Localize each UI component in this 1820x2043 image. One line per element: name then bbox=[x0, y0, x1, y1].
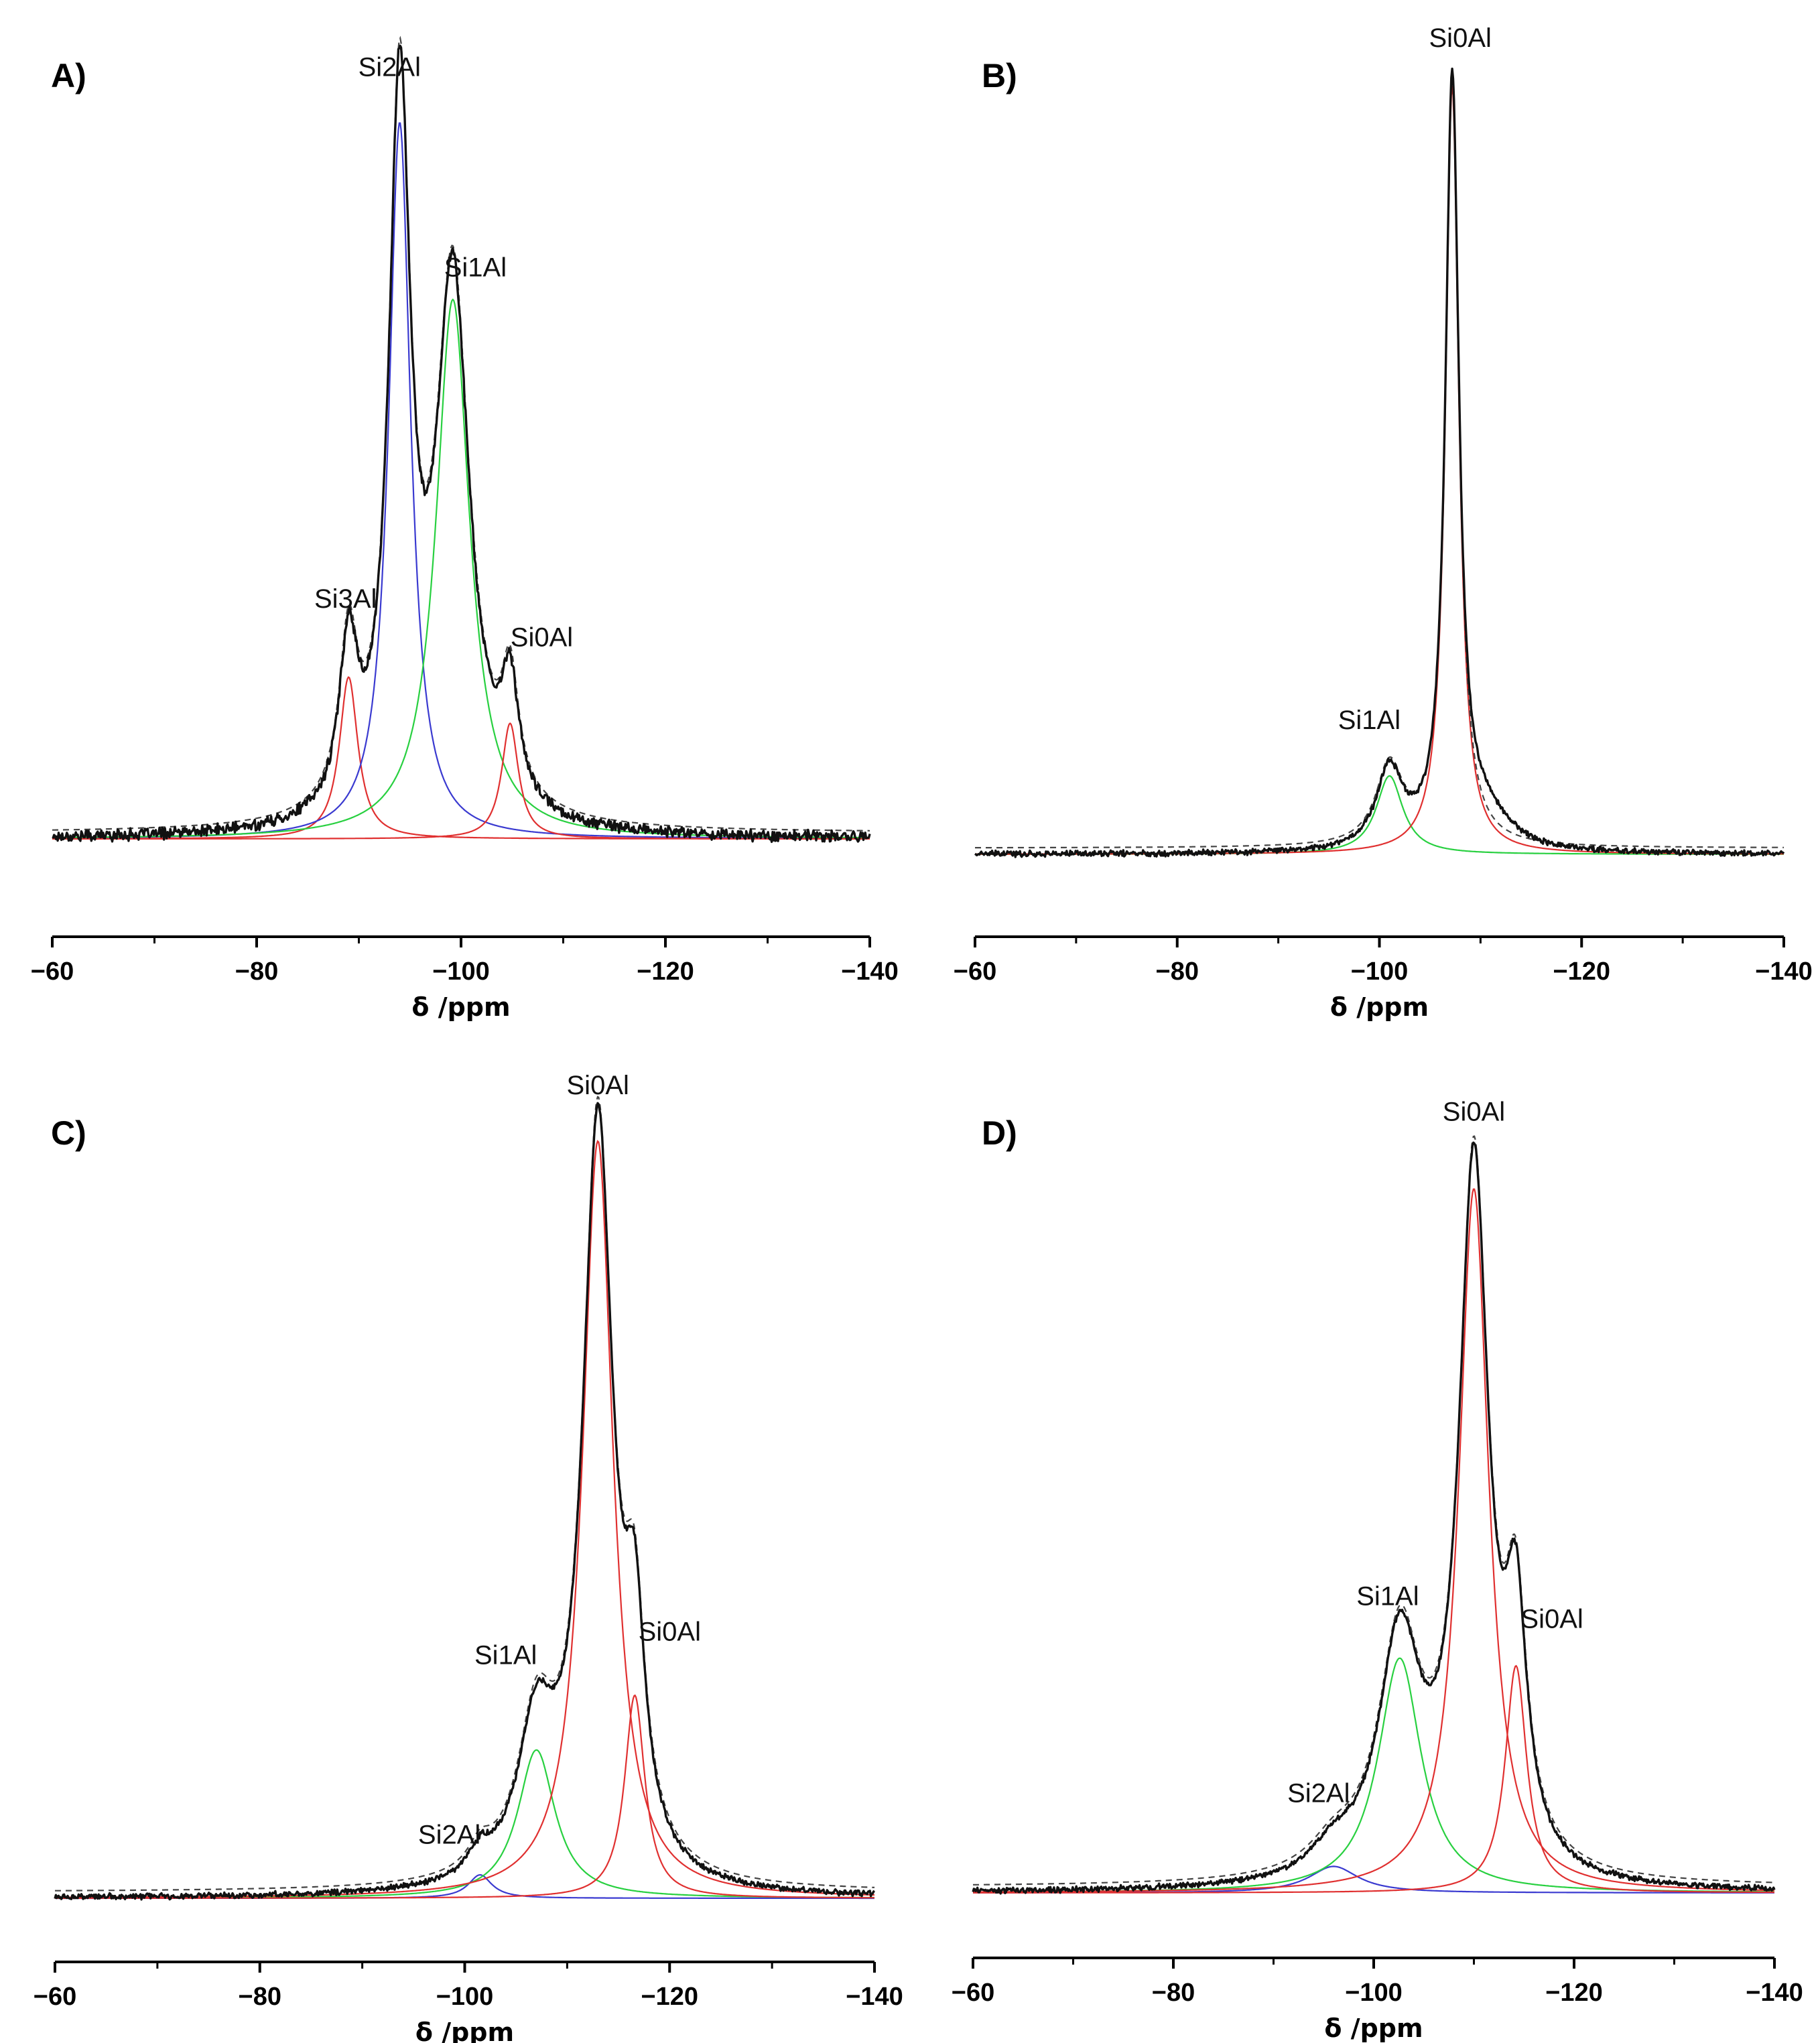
x-tick-label-c-1: −80 bbox=[239, 1983, 281, 2011]
panel-label-a: A) bbox=[51, 57, 86, 94]
x-tick-label-d-3: −120 bbox=[1545, 1979, 1603, 2007]
x-tick-label-c-3: −120 bbox=[641, 1983, 698, 2011]
component-si0al-curve-c-2 bbox=[55, 1140, 874, 1898]
x-tick-label-b-1: −80 bbox=[1156, 958, 1199, 986]
x-tick-label-b-2: −100 bbox=[1351, 958, 1409, 986]
peak-label-si1al-a-2: Si1Al bbox=[444, 253, 507, 283]
x-tick-label-c-4: −140 bbox=[846, 1983, 903, 2011]
x-tick-label-d-0: −60 bbox=[952, 1979, 994, 2007]
experimental-spectrum-d bbox=[972, 1141, 1776, 1895]
panel-label-d: D) bbox=[982, 1114, 1017, 1152]
experimental-spectrum-c bbox=[54, 1102, 875, 1901]
component-si1al-curve-a-2 bbox=[52, 298, 870, 839]
fit-sum-curve-b bbox=[975, 74, 1784, 849]
x-tick-label-d-2: −100 bbox=[1345, 1979, 1403, 2007]
x-axis-title-c: δ /ppm bbox=[415, 2018, 514, 2043]
peak-label-si1al-c-1: Si1Al bbox=[474, 1641, 537, 1670]
x-tick-label-c-2: −100 bbox=[436, 1983, 494, 2011]
panel-d: D) Si2Al Si1Al Si0Al Si0Al −60 −80 −100 −120 −140… bbox=[952, 1097, 1803, 2043]
x-tick-label-b-0: −60 bbox=[954, 958, 996, 986]
peak-label-si0al-d-3: Si0Al bbox=[1520, 1605, 1583, 1634]
panel-label-c: C) bbox=[51, 1114, 86, 1152]
x-tick-label-b-3: −120 bbox=[1553, 958, 1610, 986]
component-si0al-curve-d-3 bbox=[973, 1664, 1774, 1894]
panel-b: B) Si1Al Si0Al −60 −80 −100 −120 −140 δ /ppm bbox=[954, 23, 1813, 1022]
peak-label-si2al-c-0: Si2Al bbox=[418, 1820, 480, 1849]
component-si3al-curve-a-0 bbox=[52, 676, 870, 840]
peak-label-si1al-d-1: Si1Al bbox=[1356, 1582, 1419, 1611]
component-si0al-curve-a-3 bbox=[52, 722, 870, 840]
peak-label-si0al-b-1: Si0Al bbox=[1429, 23, 1492, 53]
x-tick-label-a-2: −100 bbox=[432, 958, 490, 986]
peak-label-si2al-d-0: Si2Al bbox=[1287, 1778, 1350, 1808]
component-si2al-curve-a-1 bbox=[52, 122, 870, 840]
x-axis-title-d: δ /ppm bbox=[1324, 2014, 1423, 2043]
x-tick-label-a-3: −120 bbox=[637, 958, 694, 986]
peak-label-si0al-c-2: Si0Al bbox=[567, 1071, 629, 1100]
x-tick-label-b-4: −140 bbox=[1755, 958, 1813, 986]
fit-sum-curve-a bbox=[52, 36, 870, 832]
x-tick-label-d-4: −140 bbox=[1746, 1979, 1803, 2007]
peak-label-si3al-a-0: Si3Al bbox=[314, 584, 377, 614]
peak-label-si2al-a-1: Si2Al bbox=[359, 53, 421, 82]
x-tick-label-a-4: −140 bbox=[841, 958, 899, 986]
peak-label-si0al-a-3: Si0Al bbox=[511, 623, 573, 653]
panel-a: A) Si3Al Si2Al Si1Al Si0Al −60 −80 −100 −120 −140… bbox=[31, 36, 899, 1022]
fit-sum-curve-c bbox=[55, 1096, 875, 1892]
x-tick-label-d-1: −80 bbox=[1152, 1979, 1195, 2007]
x-tick-label-c-0: −60 bbox=[34, 1983, 76, 2011]
x-axis-title-b: δ /ppm bbox=[1330, 992, 1429, 1022]
component-si2al-curve-c-0 bbox=[55, 1873, 874, 1900]
experimental-spectrum-a bbox=[52, 44, 871, 844]
component-si0al-curve-d-2 bbox=[973, 1188, 1774, 1893]
x-tick-label-a-1: −80 bbox=[235, 958, 278, 986]
x-tick-label-a-0: −60 bbox=[31, 958, 74, 986]
component-si0al-curve-b-1 bbox=[975, 86, 1784, 855]
component-si0al-curve-c-3 bbox=[55, 1694, 874, 1899]
panel-c: C) Si2Al Si1Al Si0Al Si0Al −60 −80 −100 −120 −140… bbox=[34, 1071, 903, 2043]
component-si1al-curve-d-1 bbox=[973, 1657, 1774, 1893]
panel-label-b: B) bbox=[982, 57, 1017, 94]
peak-label-si0al-d-2: Si0Al bbox=[1443, 1097, 1505, 1126]
peak-label-si0al-c-3: Si0Al bbox=[639, 1618, 701, 1647]
peak-label-si1al-b-0: Si1Al bbox=[1338, 706, 1401, 735]
x-axis-title-a: δ /ppm bbox=[411, 992, 510, 1022]
experimental-spectrum-b bbox=[974, 67, 1785, 858]
